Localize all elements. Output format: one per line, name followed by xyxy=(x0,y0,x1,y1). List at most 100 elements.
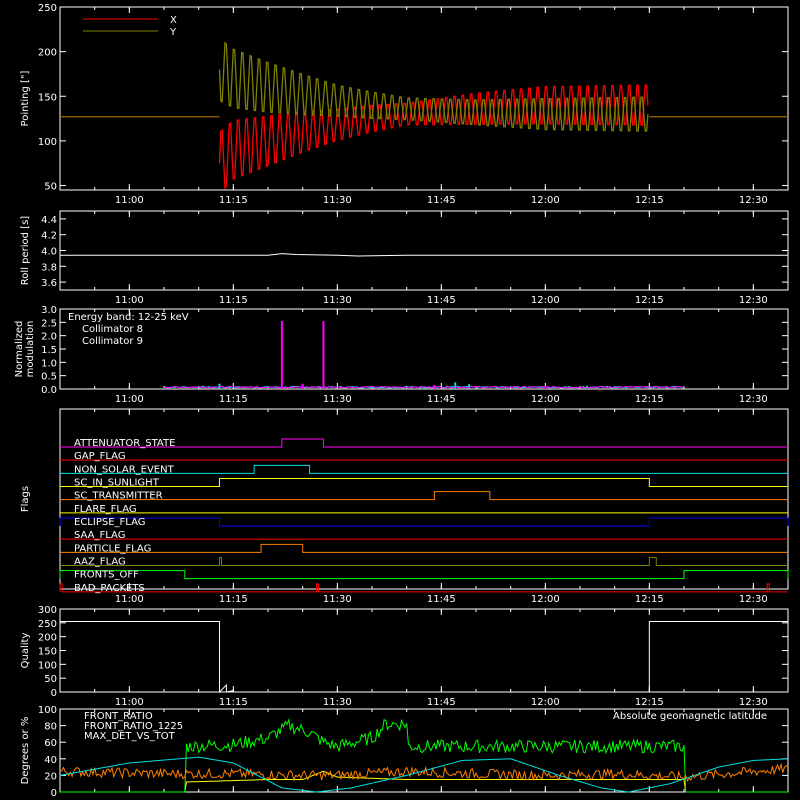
x-tick-label: 11:00 xyxy=(115,594,144,605)
x-tick-label: 12:15 xyxy=(635,295,664,306)
energy-band-annotation: Energy band: 12-25 keV xyxy=(68,312,189,323)
x-tick-label: 11:15 xyxy=(219,295,248,306)
flag-label: SC_TRANSMITTER xyxy=(74,491,163,502)
y-tick-label: 0 xyxy=(51,688,57,699)
legend-label-Y: Y xyxy=(169,27,177,38)
y-tick-label: 0.5 xyxy=(41,372,57,383)
legend-label-c9: Collimator 9 xyxy=(82,336,143,347)
flags-panel: 11:00 11:15 11:30 11:45 12:00 12:15 12:30 Flags… xyxy=(20,408,789,605)
x-tick-label: 11:15 xyxy=(219,594,248,605)
y-axis-label: Quality xyxy=(20,633,31,669)
y-tick-label: 50 xyxy=(44,182,57,193)
x-tick-label: 12:00 xyxy=(531,295,560,306)
y-tick-label: 100 xyxy=(38,137,57,148)
y-axis-label: Degrees or % xyxy=(20,717,31,785)
legend-label-max_det: MAX_DET_VS_TOT xyxy=(84,731,176,742)
flag-label: ATTENUATOR_STATE xyxy=(74,438,175,449)
series-line-X xyxy=(218,84,649,190)
y-tick-label: 0.0 xyxy=(41,385,57,396)
flag-trace xyxy=(60,438,788,448)
y-axis-label: Normalized xyxy=(14,321,25,378)
legend-label-front_ratio: FRONT_RATIO xyxy=(84,711,153,722)
y-tick-label: 80 xyxy=(44,722,57,733)
series-line-front_ratio_1225 xyxy=(60,718,788,793)
y-tick-label: 150 xyxy=(38,92,57,103)
plot-frame xyxy=(59,210,789,291)
flag-trace xyxy=(60,478,788,487)
series-line-roll xyxy=(60,253,788,257)
flag-trace xyxy=(59,517,789,527)
x-tick-label: 11:00 xyxy=(115,394,144,405)
flag-label: SC_IN_SUNLIGHT xyxy=(74,478,160,489)
x-tick-label: 12:30 xyxy=(739,195,768,206)
flag-label: FRONTS_OFF xyxy=(74,570,139,581)
ratios-panel: 0 20 40 60 80 100 Degrees or % FRONT_RATIOFRONT… xyxy=(20,705,789,799)
modulation-panel: 11:00 11:15 11:30 11:45 12:00 12:15 12:30 0.0 0.… xyxy=(14,305,789,405)
x-tick-label: 11:00 xyxy=(115,697,144,708)
x-tick-label: 12:00 xyxy=(531,697,560,708)
flag-label: PARTICLE_FLAG xyxy=(74,543,151,554)
y-axis-label: Pointing ["] xyxy=(20,70,31,126)
x-tick-label: 11:15 xyxy=(219,697,248,708)
plot-frame xyxy=(59,408,789,590)
y-tick-label: 1.5 xyxy=(41,345,57,356)
x-tick-label: 11:45 xyxy=(427,195,456,206)
y-tick-label: 100 xyxy=(38,705,57,716)
x-tick-label: 12:30 xyxy=(739,594,768,605)
x-tick-label: 11:15 xyxy=(219,394,248,405)
roll-period-panel: 11:00 11:15 11:30 11:45 12:00 12:15 12:30 3.6 3.… xyxy=(20,210,789,306)
flag-trace xyxy=(60,557,788,566)
x-tick-label: 11:30 xyxy=(323,295,352,306)
x-tick-label: 12:00 xyxy=(531,594,560,605)
flag-label: GAP_FLAG xyxy=(74,451,126,462)
pointing-panel: 11:00 11:15 11:30 11:45 12:00 12:15 12:30 50 100… xyxy=(20,3,789,206)
x-tick-label: 11:30 xyxy=(323,394,352,405)
flag-trace xyxy=(60,491,788,501)
y-tick-label: 200 xyxy=(38,48,57,59)
x-tick-label: 12:00 xyxy=(531,394,560,405)
x-tick-label: 12:00 xyxy=(531,195,560,206)
y-tick-label: 200 xyxy=(38,633,57,644)
y-tick-label: 150 xyxy=(38,647,57,658)
y-tick-label: 2.5 xyxy=(41,318,57,329)
x-tick-label: 11:30 xyxy=(323,697,352,708)
y-tick-label: 60 xyxy=(44,738,57,749)
y-tick-label: 3.8 xyxy=(41,262,57,273)
y-tick-label: 250 xyxy=(38,619,57,630)
series-line-Y xyxy=(218,41,649,132)
y-tick-label: 4.0 xyxy=(41,247,57,258)
flag-label: SAA_FLAG xyxy=(74,530,125,541)
y-tick-label: 1.0 xyxy=(41,358,57,369)
series-line-c9 xyxy=(163,385,685,389)
flag-label: AAZ_FLAG xyxy=(74,557,126,568)
y-tick-label: 40 xyxy=(44,755,57,766)
flag-label: NON_SOLAR_EVENT xyxy=(74,464,175,475)
series-line-max_det xyxy=(59,762,789,783)
y-tick-label: 20 xyxy=(44,771,57,782)
y-tick-label: 300 xyxy=(38,605,57,616)
x-tick-label: 12:30 xyxy=(739,295,768,306)
y-tick-label: 3.0 xyxy=(41,305,57,316)
flag-label: ECLIPSE_FLAG xyxy=(74,517,145,528)
x-tick-label: 11:30 xyxy=(323,594,352,605)
flag-trace xyxy=(59,583,788,593)
flag-trace xyxy=(59,570,789,580)
legend-label-X: X xyxy=(170,15,177,26)
quality-panel: 11:00 11:15 11:30 11:45 12:00 12:15 12:30 0 50 10… xyxy=(20,605,789,708)
y-tick-label: 3.6 xyxy=(41,278,57,289)
flag-trace xyxy=(60,464,788,474)
x-tick-label: 12:15 xyxy=(635,394,664,405)
x-tick-label: 11:00 xyxy=(115,195,144,206)
x-tick-label: 12:30 xyxy=(739,394,768,405)
x-tick-label: 12:15 xyxy=(635,594,664,605)
y-tick-label: 2.0 xyxy=(41,332,57,343)
y-tick-label: 4.4 xyxy=(41,215,57,226)
series-line-quality xyxy=(60,620,788,694)
legend-label-front_ratio_1225: FRONT_RATIO_1225 xyxy=(84,721,183,732)
x-tick-label: 11:15 xyxy=(219,195,248,206)
series-line-geomag xyxy=(59,756,789,793)
y-axis-label: Roll period [s] xyxy=(20,216,31,285)
y-tick-label: 100 xyxy=(38,660,57,671)
plot-frame xyxy=(59,708,789,793)
flag-label: FLARE_FLAG xyxy=(74,504,137,515)
